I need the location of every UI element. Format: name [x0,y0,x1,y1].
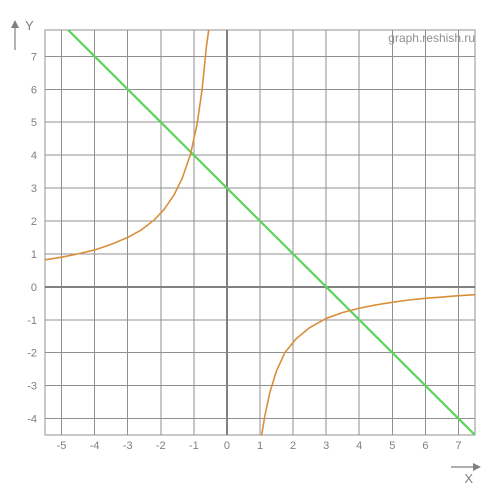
x-tick-label: -2 [156,440,166,452]
x-tick-label: 1 [257,440,263,452]
x-tick-label: -4 [90,440,100,452]
y-tick-label: -3 [27,381,37,393]
x-tick-label: 0 [224,440,230,452]
y-tick-label: 1 [31,249,37,261]
x-tick-label: 7 [455,440,461,452]
y-tick-label: 7 [31,51,37,63]
y-tick-label: 6 [31,84,37,96]
y-tick-label: 2 [31,216,37,228]
watermark: graph.reshish.ru [388,31,475,45]
x-tick-label: 2 [290,440,296,452]
y-tick-label: 0 [31,282,37,294]
x-tick-label: 5 [389,440,395,452]
x-tick-label: 6 [422,440,428,452]
y-tick-label: 5 [31,117,37,129]
x-tick-label: -1 [189,440,199,452]
chart-svg: -5 -4 -3 -2 -1 0 1 2 3 4 5 6 7 -4 -3 -2 -1 0 1 2 3 4 5 6 7 Y Xgrap… [0,0,500,500]
y-axis-label: Y [25,18,34,33]
x-tick-label: -3 [123,440,133,452]
x-axis-label: X [464,471,473,486]
chart-container: -5 -4 -3 -2 -1 0 1 2 3 4 5 6 7 -4 -3 -2 -1 0 1 2 3 4 5 6 7 Y Xgrap… [0,0,500,500]
y-tick-label: 4 [31,150,37,162]
y-tick-label: -1 [27,315,37,327]
y-tick-label: -2 [27,348,37,360]
y-tick-label: -4 [27,414,37,426]
y-tick-label: 3 [31,183,37,195]
x-tick-label: 4 [356,440,362,452]
x-tick-label: 3 [323,440,329,452]
x-tick-label: -5 [57,440,67,452]
